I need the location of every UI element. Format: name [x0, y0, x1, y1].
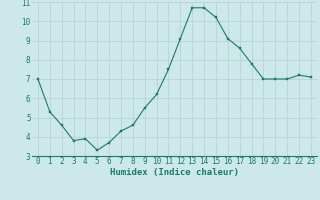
X-axis label: Humidex (Indice chaleur): Humidex (Indice chaleur): [110, 168, 239, 177]
